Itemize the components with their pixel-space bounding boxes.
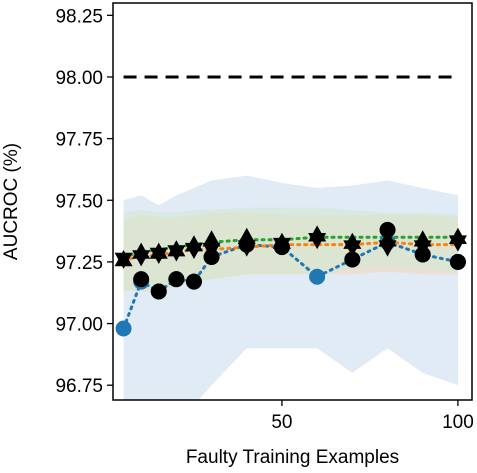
black-marker-3 bbox=[149, 242, 168, 259]
black-marker-3 bbox=[343, 232, 362, 249]
black-marker-3 bbox=[114, 249, 133, 267]
series-markers bbox=[114, 221, 467, 337]
black-marker-3 bbox=[308, 225, 327, 242]
confidence-bands bbox=[123, 175, 458, 400]
black-marker-1 bbox=[185, 273, 202, 290]
black-marker-1 bbox=[150, 283, 167, 300]
black-marker-1 bbox=[133, 271, 150, 288]
y-tick-label: 98.25 bbox=[55, 6, 103, 27]
black-marker-3 bbox=[272, 232, 291, 249]
x-axis-label: Faulty Training Examples bbox=[186, 447, 399, 468]
black-marker-2 bbox=[237, 240, 256, 257]
black-marker-3 bbox=[237, 227, 256, 245]
black-marker-1 bbox=[379, 221, 396, 238]
axis-ticks: 96.75 97.00 97.25 97.50 97.75 98.00 98.25 50 100 bbox=[55, 6, 473, 433]
x-tick-label: 100 bbox=[442, 412, 474, 433]
black-marker-1 bbox=[449, 253, 466, 270]
series-1-point bbox=[309, 268, 326, 285]
black-marker-3 bbox=[167, 240, 186, 257]
y-tick-label: 96.75 bbox=[55, 376, 103, 397]
confidence-band-3 bbox=[123, 207, 458, 292]
black-marker-1 bbox=[168, 271, 185, 288]
y-tick-label: 97.50 bbox=[55, 191, 103, 212]
black-marker-3 bbox=[184, 235, 203, 252]
y-axis-label: AUCROC (%) bbox=[1, 143, 22, 260]
black-marker-2 bbox=[202, 242, 221, 260]
y-tick-label: 97.75 bbox=[55, 130, 103, 151]
black-marker-3 bbox=[448, 227, 467, 245]
plot-frame bbox=[112, 2, 473, 401]
black-marker-3 bbox=[413, 230, 432, 247]
black-marker-1 bbox=[344, 251, 361, 268]
y-tick-label: 97.25 bbox=[55, 253, 103, 274]
black-marker-3 bbox=[378, 230, 397, 247]
black-marker-3 bbox=[202, 230, 221, 247]
x-tick-label: 50 bbox=[271, 412, 292, 433]
y-tick-label: 97.00 bbox=[55, 315, 103, 336]
black-marker-3 bbox=[132, 242, 151, 259]
y-tick-label: 98.00 bbox=[55, 68, 103, 89]
series-1-point bbox=[115, 320, 132, 337]
